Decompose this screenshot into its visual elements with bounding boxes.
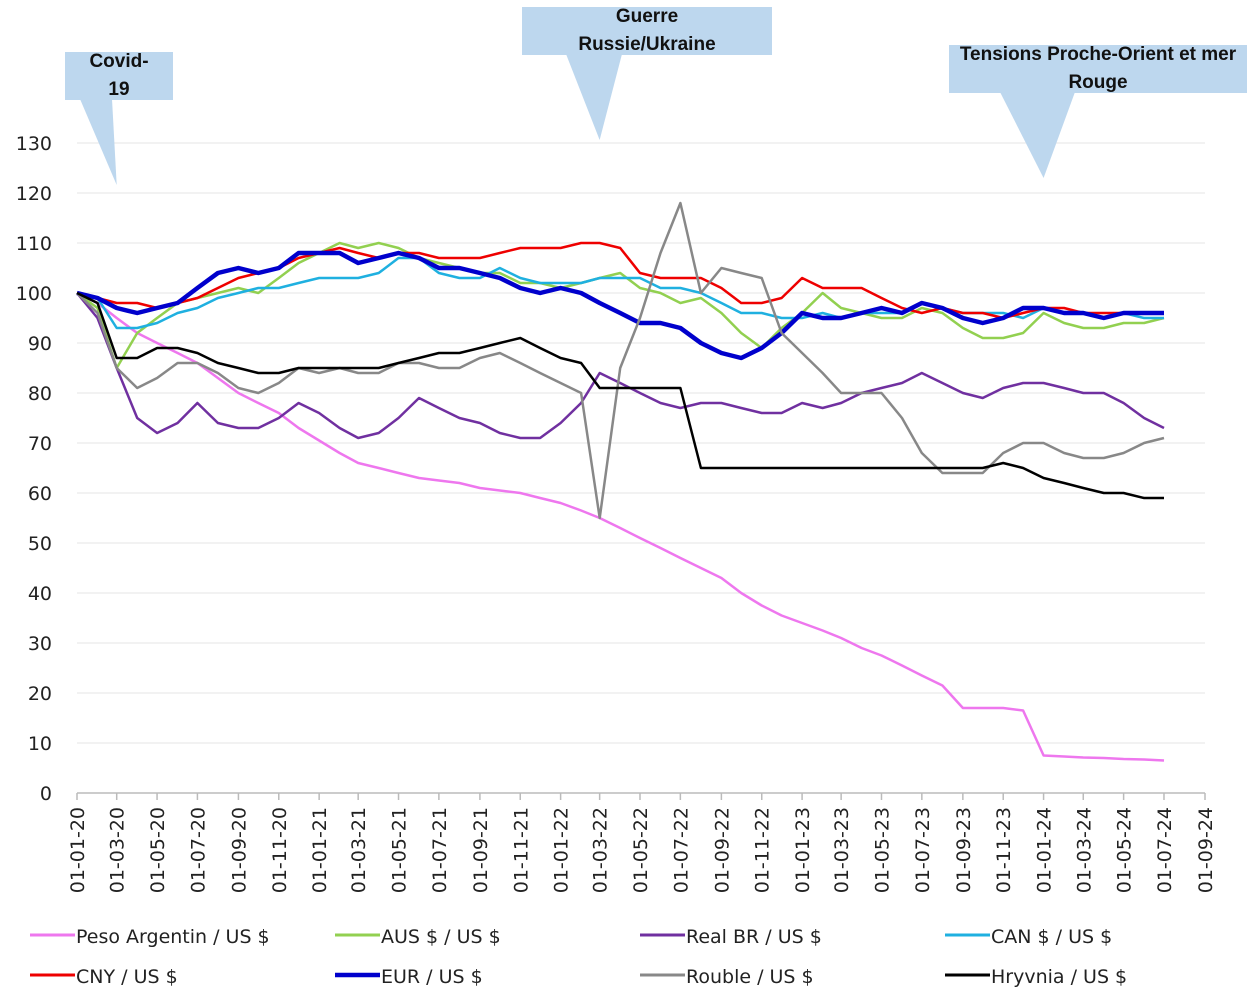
legend-label: AUS $ / US $	[381, 926, 501, 948]
x-tick-label: 01-05-20	[147, 807, 169, 893]
x-tick-label: 01-09-21	[470, 807, 492, 893]
x-tick-label: 01-07-23	[912, 807, 934, 893]
x-tick-label: 01-01-22	[551, 807, 573, 893]
series-line	[76, 250, 1164, 361]
x-tick-label: 01-01-20	[67, 807, 89, 893]
x-tick-label: 01-09-23	[953, 807, 975, 893]
x-tick-label: 01-09-24	[1195, 807, 1217, 893]
callout-box	[949, 45, 1247, 93]
y-tick-label: 30	[28, 633, 52, 655]
x-tick-label: 01-09-20	[228, 807, 250, 893]
x-tick-label: 01-03-20	[107, 807, 129, 893]
x-tick-label: 01-03-22	[590, 807, 612, 893]
callout-pointer	[1000, 92, 1075, 178]
x-tick-label: 01-05-21	[389, 807, 411, 893]
annotation: Covid-19	[89, 51, 149, 100]
annotation: Tensions Proche-Orient et mer Rouge	[959, 44, 1237, 93]
x-tick-label: 01-01-23	[792, 807, 814, 893]
legend-label: CNY / US $	[76, 966, 178, 988]
series-line	[76, 291, 1165, 762]
y-tick-label: 100	[16, 283, 52, 305]
callout-pointer	[80, 99, 117, 185]
legend-label: Rouble / US $	[686, 966, 814, 988]
y-tick-label: 50	[28, 533, 52, 555]
legend-label: Peso Argentin / US $	[76, 926, 270, 948]
legend-label: Real BR / US $	[686, 926, 822, 948]
x-tick-label: 01-07-22	[670, 807, 692, 893]
y-tick-label: 110	[16, 233, 52, 255]
y-tick-label: 70	[28, 433, 52, 455]
x-tick-label: 01-01-21	[309, 807, 331, 893]
series-line	[76, 291, 1164, 500]
series-line	[76, 241, 1165, 370]
x-tick-label: 01-11-22	[752, 807, 774, 893]
legend-label: CAN $ / US $	[991, 926, 1112, 948]
x-tick-label: 01-11-23	[993, 807, 1015, 893]
legend-label: EUR / US $	[381, 966, 483, 988]
x-tick-label: 01-01-24	[1034, 807, 1056, 893]
callout-pointer	[566, 54, 622, 140]
series-line	[76, 241, 1164, 320]
callout-box	[522, 7, 772, 55]
x-tick-label: 01-03-24	[1073, 807, 1095, 893]
y-tick-label: 120	[16, 183, 52, 205]
y-tick-label: 20	[28, 683, 52, 705]
y-tick-label: 0	[40, 783, 52, 805]
y-tick-label: 80	[28, 383, 52, 405]
x-tick-label: 01-05-23	[871, 807, 893, 893]
x-tick-label: 01-07-21	[429, 807, 451, 893]
callout-box	[65, 52, 173, 100]
annotation: Guerre Russie/Ukraine	[578, 6, 716, 55]
x-tick-label: 01-11-20	[269, 807, 291, 893]
y-tick-label: 90	[28, 333, 52, 355]
y-tick-label: 40	[28, 583, 52, 605]
x-tick-label: 01-07-24	[1154, 807, 1176, 893]
x-tick-label: 01-07-20	[187, 807, 209, 893]
x-tick-label: 01-03-23	[831, 807, 853, 893]
x-tick-label: 01-09-22	[711, 807, 733, 893]
y-tick-label: 60	[28, 483, 52, 505]
y-tick-label: 130	[16, 133, 52, 155]
x-tick-label: 01-03-21	[348, 807, 370, 893]
series-line	[76, 201, 1165, 520]
x-tick-label: 01-05-24	[1114, 807, 1136, 893]
series-line	[76, 292, 1165, 440]
y-tick-label: 10	[28, 733, 52, 755]
legend-label: Hryvnia / US $	[991, 966, 1127, 988]
x-tick-label: 01-11-21	[510, 807, 532, 893]
x-tick-label: 01-05-22	[630, 807, 652, 893]
